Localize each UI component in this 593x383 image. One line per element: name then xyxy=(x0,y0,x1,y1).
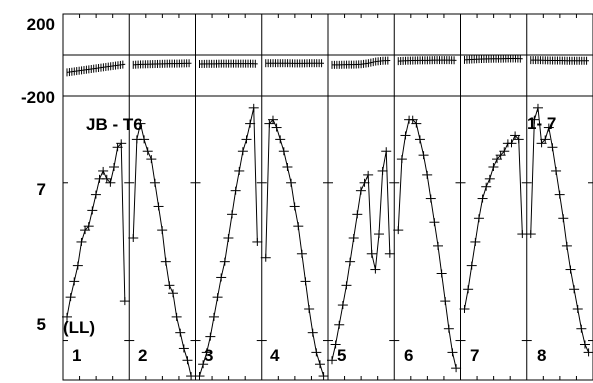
panel-number: 3 xyxy=(204,346,213,365)
chart-title: JB - T6 xyxy=(86,115,143,134)
top-ytick-label: -200 xyxy=(21,88,55,107)
bottom-panel-series xyxy=(62,103,593,381)
panel-number: 6 xyxy=(404,346,413,365)
panel-number: 7 xyxy=(470,346,479,365)
panel-numbers: 1 2 3 4 5 6 7 8 xyxy=(72,346,546,365)
panel-number: 2 xyxy=(138,346,147,365)
panel-number: 8 xyxy=(537,346,546,365)
y-axis-label: (LL) xyxy=(63,318,95,337)
panel-frames xyxy=(62,13,593,381)
bottom-ytick-label: 5 xyxy=(37,315,46,334)
chart-annotation: 1- 7 xyxy=(527,114,556,133)
panel-number: 4 xyxy=(270,346,280,365)
panel-number: 1 xyxy=(72,346,81,365)
panel-number: 5 xyxy=(337,346,346,365)
top-ytick-label: 200 xyxy=(27,15,55,34)
top-panel-series xyxy=(66,54,589,77)
bottom-ytick-label: 7 xyxy=(37,180,46,199)
